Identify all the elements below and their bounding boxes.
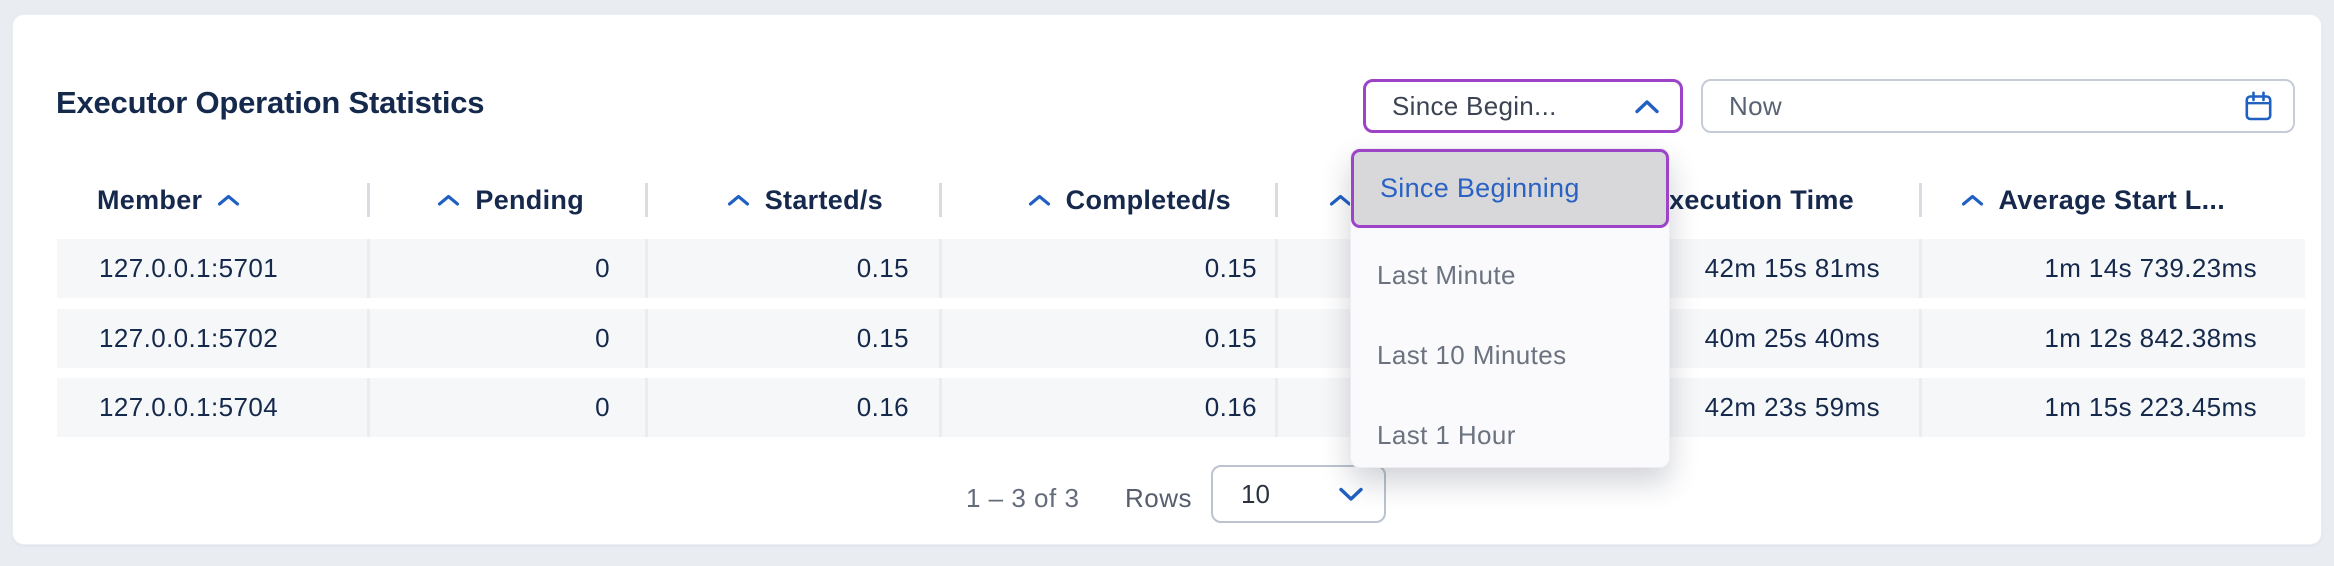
row-divider bbox=[645, 239, 648, 298]
header-divider bbox=[939, 183, 942, 217]
sort-caret-icon bbox=[727, 194, 750, 206]
menu-item-last-minute[interactable]: Last Minute bbox=[1377, 259, 1516, 290]
column-header-label: Average Start L... bbox=[1998, 184, 2225, 215]
cell-average-start-latency: 1m 14s 739.23ms bbox=[2044, 253, 2257, 283]
cell-pending: 0 bbox=[595, 392, 610, 422]
column-header-label: Completed/s bbox=[1065, 184, 1231, 215]
calendar-icon[interactable] bbox=[2244, 90, 2273, 122]
column-header-hidden[interactable] bbox=[1329, 181, 1367, 219]
cell-execution-time: 40m 25s 40ms bbox=[1704, 323, 1880, 353]
row-divider bbox=[645, 378, 648, 437]
row-divider bbox=[645, 309, 648, 368]
menu-item-last-10-minutes[interactable]: Last 10 Minutes bbox=[1377, 339, 1567, 370]
table-row: 127.0.0.1:5701 0 0.15 0.15 42m 15s 81ms … bbox=[57, 239, 2305, 298]
column-header-started[interactable]: Started/s bbox=[727, 181, 883, 219]
rows-per-page-label: Rows bbox=[1125, 482, 1193, 513]
column-header-execution-time[interactable]: Execution Time bbox=[1613, 181, 1854, 219]
cell-execution-time: 42m 15s 81ms bbox=[1704, 253, 1880, 283]
end-time-input[interactable]: Now bbox=[1701, 79, 2295, 133]
sort-caret-icon bbox=[1028, 194, 1051, 206]
cell-average-start-latency: 1m 15s 223.45ms bbox=[2044, 392, 2257, 422]
end-time-input-value: Now bbox=[1729, 90, 1782, 121]
cell-started: 0.16 bbox=[856, 392, 909, 422]
sort-caret-icon bbox=[1961, 194, 1984, 206]
sort-caret-icon bbox=[1329, 194, 1352, 206]
cell-started: 0.15 bbox=[856, 253, 909, 283]
time-range-select-value: Since Begin... bbox=[1392, 90, 1557, 121]
menu-item-last-1-hour[interactable]: Last 1 Hour bbox=[1377, 419, 1516, 450]
cell-pending: 0 bbox=[595, 323, 610, 353]
column-header-label: Pending bbox=[475, 184, 584, 215]
row-divider bbox=[1919, 378, 1922, 437]
header-divider bbox=[367, 183, 370, 217]
row-divider bbox=[1919, 309, 1922, 368]
row-divider bbox=[939, 309, 942, 368]
row-divider bbox=[367, 309, 370, 368]
cell-member: 127.0.0.1:5701 bbox=[99, 253, 279, 283]
row-divider bbox=[1275, 309, 1278, 368]
column-header-label: Member bbox=[97, 184, 203, 215]
chevron-up-icon bbox=[1634, 99, 1660, 114]
page-title: Executor Operation Statistics bbox=[56, 85, 485, 120]
sort-caret-icon bbox=[217, 194, 240, 206]
pagination-range: 1 – 3 of 3 bbox=[966, 482, 1080, 513]
cell-completed: 0.16 bbox=[1204, 392, 1257, 422]
column-header-member[interactable]: Member bbox=[97, 181, 240, 219]
header-divider bbox=[645, 183, 648, 217]
menu-item-since-beginning[interactable]: Since Beginning bbox=[1351, 149, 1669, 228]
column-header-label: Started/s bbox=[764, 184, 883, 215]
cell-member: 127.0.0.1:5702 bbox=[99, 323, 279, 353]
header-divider bbox=[1275, 183, 1278, 217]
row-divider bbox=[367, 378, 370, 437]
row-divider bbox=[939, 378, 942, 437]
column-header-label: Execution Time bbox=[1650, 184, 1854, 215]
cell-completed: 0.15 bbox=[1204, 253, 1257, 283]
table-row: 127.0.0.1:5704 0 0.16 0.16 42m 23s 59ms … bbox=[57, 378, 2305, 437]
row-divider bbox=[939, 239, 942, 298]
row-divider bbox=[367, 239, 370, 298]
cell-average-start-latency: 1m 12s 842.38ms bbox=[2044, 323, 2257, 353]
row-divider bbox=[1275, 239, 1278, 298]
cell-started: 0.15 bbox=[856, 323, 909, 353]
time-range-select[interactable]: Since Begin... bbox=[1363, 79, 1683, 133]
column-header-completed[interactable]: Completed/s bbox=[1028, 181, 1231, 219]
rows-per-page-value: 10 bbox=[1241, 478, 1270, 509]
cell-member: 127.0.0.1:5704 bbox=[99, 392, 279, 422]
rows-per-page-select[interactable]: 10 bbox=[1211, 465, 1386, 523]
cell-pending: 0 bbox=[595, 253, 610, 283]
header-divider bbox=[1919, 183, 1922, 217]
chevron-down-icon bbox=[1338, 487, 1364, 502]
column-header-pending[interactable]: Pending bbox=[437, 181, 584, 219]
cell-completed: 0.15 bbox=[1204, 323, 1257, 353]
row-divider bbox=[1275, 378, 1278, 437]
executor-statistics-card: Executor Operation Statistics Since Begi… bbox=[12, 14, 2322, 545]
cell-execution-time: 42m 23s 59ms bbox=[1704, 392, 1880, 422]
table-row: 127.0.0.1:5702 0 0.15 0.15 40m 25s 40ms … bbox=[57, 309, 2305, 368]
sort-caret-icon bbox=[437, 194, 460, 206]
column-header-average-start-latency[interactable]: Average Start L... bbox=[1961, 181, 2225, 219]
time-range-menu: Since Beginning Last Minute Last 10 Minu… bbox=[1350, 148, 1670, 468]
row-divider bbox=[1919, 239, 1922, 298]
